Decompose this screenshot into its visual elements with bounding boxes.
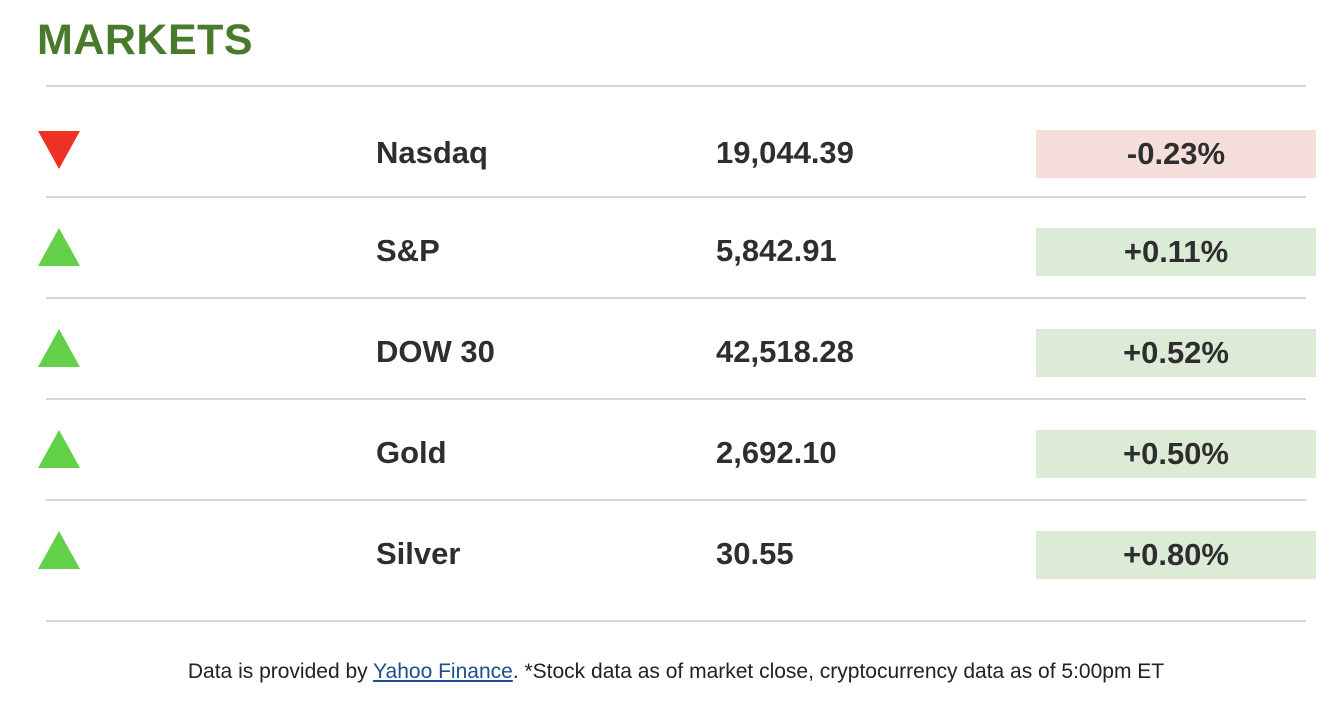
market-value: 42,518.28	[716, 334, 854, 369]
divider	[46, 85, 1306, 87]
market-value: 5,842.91	[716, 233, 837, 268]
divider	[46, 196, 1306, 198]
market-name: Nasdaq	[376, 135, 488, 170]
market-name: S&P	[376, 233, 440, 268]
footer-prefix: Data is provided by	[187, 660, 374, 683]
market-value: 30.55	[716, 536, 794, 571]
data-source-note: Data is provided by Yahoo Finance. *Stoc…	[0, 658, 1336, 686]
divider	[46, 499, 1306, 501]
page-title: MARKETS	[37, 16, 254, 64]
market-row-dow-30: DOW 30 42,518.28 +0.52%	[0, 300, 1336, 400]
footer-suffix: . *Stock data as of market close, crypto…	[512, 660, 1165, 683]
market-change-badge: +0.50%	[1036, 430, 1316, 478]
market-change-badge: +0.80%	[1036, 531, 1316, 579]
arrow-up-icon	[38, 228, 80, 266]
market-value: 19,044.39	[716, 135, 854, 170]
market-change-badge: +0.52%	[1036, 329, 1316, 377]
market-row-sp: S&P 5,842.91 +0.11%	[0, 199, 1336, 299]
arrow-up-icon	[38, 430, 80, 468]
market-change-badge: -0.23%	[1036, 130, 1316, 178]
divider	[46, 620, 1306, 622]
market-row-silver: Silver 30.55 +0.80%	[0, 502, 1336, 602]
market-name: DOW 30	[376, 334, 495, 369]
divider	[46, 398, 1306, 400]
market-row-gold: Gold 2,692.10 +0.50%	[0, 401, 1336, 501]
market-change-badge: +0.11%	[1036, 228, 1316, 276]
arrow-up-icon	[38, 531, 80, 569]
arrow-down-icon	[38, 131, 80, 169]
market-row-nasdaq: Nasdaq 19,044.39 -0.23%	[0, 101, 1336, 201]
market-value: 2,692.10	[716, 435, 837, 470]
yahoo-finance-link[interactable]: Yahoo Finance	[373, 660, 513, 683]
market-name: Silver	[376, 536, 461, 571]
arrow-up-icon	[38, 329, 80, 367]
market-name: Gold	[376, 435, 447, 470]
divider	[46, 297, 1306, 299]
